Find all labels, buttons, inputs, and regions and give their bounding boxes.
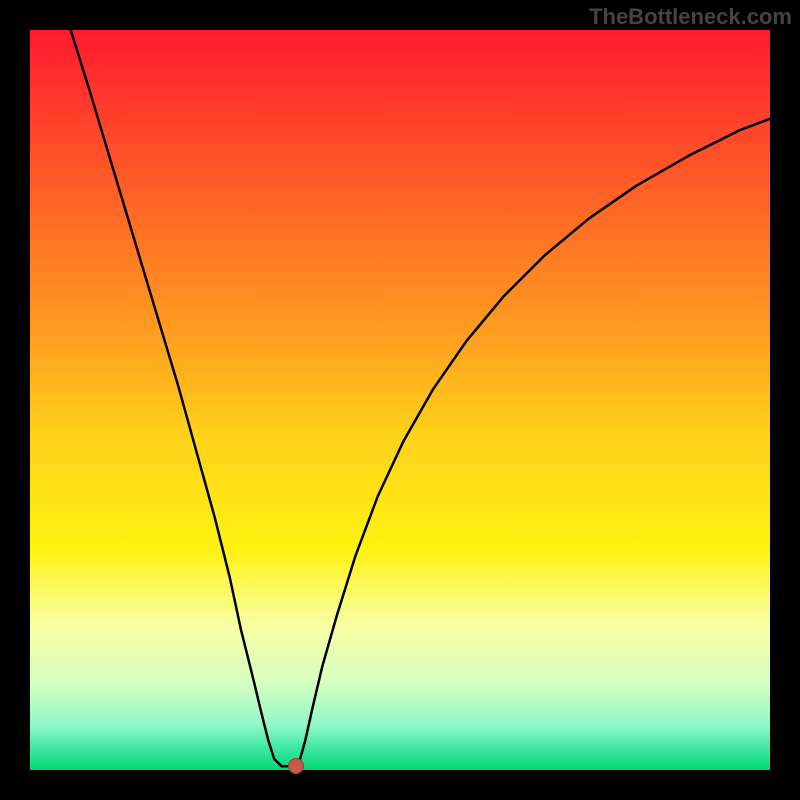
watermark-label: TheBottleneck.com [589,4,792,30]
optimum-marker [288,758,304,774]
plot-area [30,30,770,770]
bottleneck-curve [71,30,770,766]
chart-container: TheBottleneck.com [0,0,800,800]
curve-overlay [30,30,770,770]
